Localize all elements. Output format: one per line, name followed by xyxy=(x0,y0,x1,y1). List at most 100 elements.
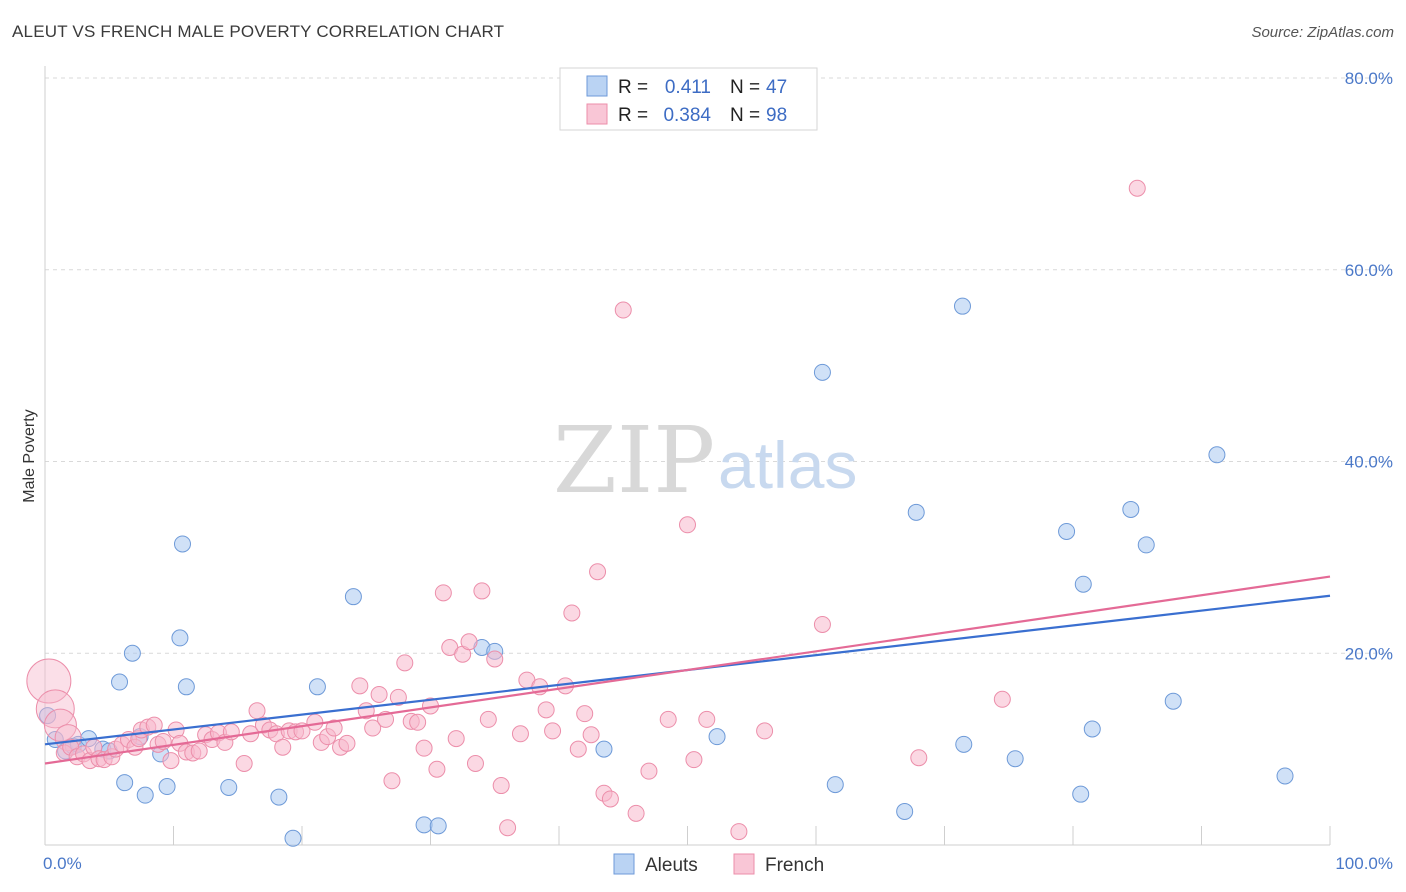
french-point xyxy=(338,734,356,752)
bottom-legend-label: Aleuts xyxy=(645,855,698,876)
bottom-legend: Aleuts French xyxy=(613,853,824,876)
x-tick-label: 0.0% xyxy=(43,854,82,873)
trend-lines xyxy=(44,575,1331,765)
legend-r-label: R = xyxy=(618,77,648,98)
french-point xyxy=(563,604,581,622)
french-point xyxy=(1128,179,1146,197)
aleuts-point xyxy=(595,740,613,758)
watermark: ZIP atlas xyxy=(553,407,857,514)
aleuts-point xyxy=(1122,500,1140,518)
french-point xyxy=(325,719,343,737)
french-point xyxy=(993,690,1011,708)
legend-r-label: R = xyxy=(618,105,648,126)
aleuts-point xyxy=(415,816,433,834)
bottom-legend-swatch xyxy=(733,853,755,875)
french-point xyxy=(415,739,433,757)
french-point xyxy=(428,760,446,778)
aleuts-point xyxy=(308,678,326,696)
y-tick-label: 20.0% xyxy=(1345,644,1393,663)
chart-title: ALEUT VS FRENCH MALE POVERTY CORRELATION… xyxy=(12,22,505,41)
aleuts-point xyxy=(136,786,154,804)
aleuts-point xyxy=(344,588,362,606)
french-point xyxy=(511,725,529,743)
legend-n-label: N = xyxy=(730,105,760,126)
aleuts-point xyxy=(1006,750,1024,768)
french-point xyxy=(389,688,407,706)
aleuts-point xyxy=(813,363,831,381)
french-point xyxy=(627,804,645,822)
aleuts-point xyxy=(1072,785,1090,803)
aleuts-point xyxy=(1164,692,1182,710)
aleuts-point xyxy=(171,629,189,647)
legend-n-label: N = xyxy=(730,77,760,98)
french-point xyxy=(364,719,382,737)
french-point xyxy=(466,755,484,773)
legend: R = 0.411 N = 47 R = 0.384 N = 98 xyxy=(559,67,818,131)
french-point xyxy=(756,722,774,740)
french-point xyxy=(601,790,619,808)
french-point xyxy=(434,584,452,602)
french-point xyxy=(492,777,510,795)
aleuts-point xyxy=(1208,446,1226,464)
legend-r-value: 0.384 xyxy=(663,105,711,126)
aleuts-point xyxy=(896,802,914,820)
french-point xyxy=(698,710,716,728)
french-point xyxy=(274,738,292,756)
x-axis-ticks: 0.0% 100.0% xyxy=(43,854,1393,873)
french-point xyxy=(544,722,562,740)
french-point xyxy=(479,710,497,728)
french-point xyxy=(813,615,831,633)
watermark-atlas: atlas xyxy=(718,428,857,502)
french-point xyxy=(370,685,388,703)
bottom-legend-swatch xyxy=(613,853,635,875)
aleuts-point xyxy=(955,735,973,753)
aleuts-point xyxy=(173,535,191,553)
aleuts-point xyxy=(158,778,176,796)
gridlines xyxy=(45,77,1392,654)
aleuts-point xyxy=(1276,767,1294,785)
axes xyxy=(44,66,1331,846)
french-point xyxy=(351,677,369,695)
french-point xyxy=(685,751,703,769)
bottom-legend-label: French xyxy=(765,855,824,876)
legend-n-value: 98 xyxy=(766,105,787,126)
french-point xyxy=(43,708,77,742)
french-point xyxy=(248,702,266,720)
aleuts-point xyxy=(708,728,726,746)
french-point xyxy=(145,716,163,734)
aleuts-point xyxy=(1083,720,1101,738)
aleuts-point xyxy=(116,774,134,792)
aleuts-point xyxy=(1074,575,1092,593)
french-point xyxy=(589,563,607,581)
french-point xyxy=(235,755,253,773)
y-axis-label: Male Poverty xyxy=(21,409,38,502)
aleuts-point xyxy=(111,673,129,691)
y-tick-label: 60.0% xyxy=(1345,261,1393,280)
aleuts-point xyxy=(177,678,195,696)
french-trend-line xyxy=(44,575,1331,765)
aleuts-point xyxy=(1137,536,1155,554)
french-point xyxy=(569,740,587,758)
french-point xyxy=(614,301,632,319)
x-tick-label: 100.0% xyxy=(1335,854,1393,873)
french-point xyxy=(26,658,72,704)
y-tick-label: 40.0% xyxy=(1345,453,1393,472)
french-point xyxy=(499,819,517,837)
legend-swatch xyxy=(586,75,608,97)
legend-swatch xyxy=(586,103,608,125)
french-point xyxy=(679,516,696,534)
watermark-zip: ZIP xyxy=(553,407,715,514)
french-point xyxy=(486,650,504,668)
legend-r-value: 0.411 xyxy=(665,77,711,98)
y-tick-label: 80.0% xyxy=(1345,69,1393,88)
french-point xyxy=(640,762,658,780)
french-point xyxy=(910,749,928,767)
french-point xyxy=(473,582,491,600)
french-point xyxy=(537,701,555,719)
french-point xyxy=(162,752,180,770)
french-point xyxy=(190,742,208,760)
aleuts-point xyxy=(907,503,925,521)
french-point xyxy=(306,713,324,731)
legend-n-value: 47 xyxy=(766,77,787,98)
aleuts-point xyxy=(429,817,447,835)
